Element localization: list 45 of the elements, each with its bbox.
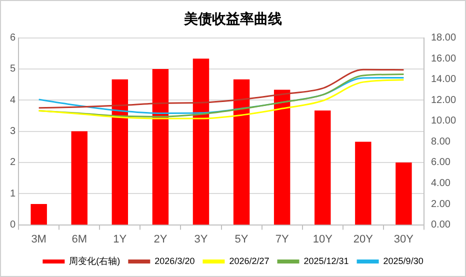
bar (314, 110, 331, 225)
x-tick-label: 10Y (312, 233, 334, 246)
x-tick-label: 2Y (154, 233, 168, 246)
legend-label: 2026/2/27 (229, 256, 270, 266)
chart-title: 美债收益率曲线 (183, 10, 282, 26)
x-tick-label: 6M (72, 233, 88, 246)
y-tick-label: 3 (10, 126, 16, 138)
y-tick-label: 1 (10, 188, 16, 200)
y-tick-label: 6 (10, 32, 16, 44)
y-tick-label: 0 (10, 220, 16, 231)
y2-tick-label: 6.00 (430, 157, 451, 168)
x-tick-label: 30Y (394, 233, 414, 246)
bar (112, 79, 128, 225)
bar (233, 79, 250, 225)
x-tick-label: 1Y (113, 233, 128, 246)
y2-tick-label: 8.00 (430, 136, 451, 148)
y2-tick-label: 18.00 (430, 32, 456, 44)
x-tick-label: 3Y (194, 233, 208, 246)
x-tick-label: 20Y (353, 233, 374, 246)
y2-tick-label: 2.00 (430, 198, 451, 210)
line-series (38, 68, 404, 109)
legend-label: 2025/9/30 (383, 256, 424, 266)
y-tick-label: 2 (10, 157, 16, 168)
y2-tick-label: 14.00 (430, 74, 456, 86)
bar (71, 131, 88, 225)
bar (355, 142, 372, 225)
legend-label: 周变化(右轴) (69, 256, 120, 266)
x-tick-label: 7Y (275, 233, 290, 246)
legend-label: 2026/3/20 (154, 256, 195, 266)
line-series (38, 79, 404, 120)
y2-tick-label: 4.00 (430, 178, 451, 189)
bar (396, 162, 412, 225)
y2-tick-label: 10.00 (430, 116, 456, 127)
bar (30, 204, 47, 225)
x-tick-label: 3M (31, 233, 46, 246)
y2-tick-label: 0.00 (430, 220, 451, 231)
legend-label: 2025/12/31 (304, 256, 349, 266)
bar (274, 90, 290, 225)
y2-tick-label: 12.00 (430, 94, 456, 106)
x-tick-label: 5Y (234, 233, 249, 246)
bar (152, 68, 169, 225)
bar (192, 58, 210, 225)
y-tick-label: 5 (10, 64, 16, 75)
y-tick-label: 4 (10, 94, 16, 106)
y2-tick-label: 16.00 (430, 53, 456, 64)
